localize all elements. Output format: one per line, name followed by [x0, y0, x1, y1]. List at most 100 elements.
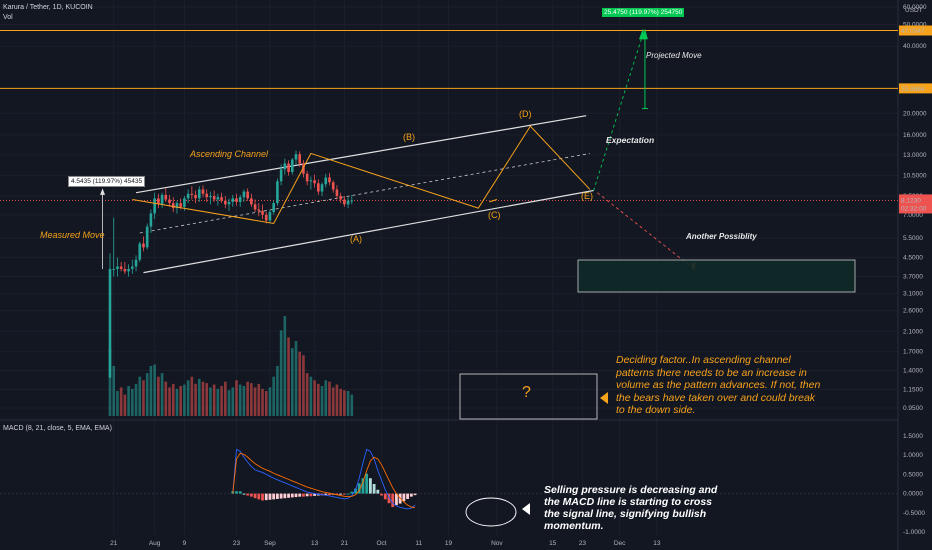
time-tick-label: 15 [549, 540, 557, 547]
volume-bar [123, 394, 127, 416]
channel-upper [135, 115, 587, 194]
candle-body [257, 209, 261, 211]
macd-tick-label: 1.5000 [903, 433, 923, 440]
volume-bar [339, 388, 342, 416]
macd-histogram-bar [369, 478, 372, 494]
time-tick-label: 11 [415, 540, 422, 547]
price-tick-label: 3.1000 [903, 291, 923, 298]
volume-bar [257, 383, 261, 416]
candle-body [261, 210, 264, 215]
macd-histogram-bar [268, 493, 272, 500]
volume-bars [108, 316, 354, 416]
time-tick-label: 13 [653, 540, 661, 547]
volume-bar [131, 388, 134, 416]
volume-bar [250, 383, 253, 416]
volume-bar [238, 384, 242, 416]
volume-bar [320, 386, 324, 416]
volume-bar [194, 383, 197, 416]
macd-tick-label: 0.0000 [903, 491, 923, 498]
ascending-channel-label: Ascending Channel [190, 149, 269, 159]
candle-body [313, 180, 316, 184]
time-tick-label: Nov [491, 540, 503, 547]
candle-body [317, 183, 320, 192]
volume-bar [138, 376, 142, 416]
candle-body [220, 197, 223, 201]
macd-tick-label: 0.5000 [903, 471, 923, 478]
volume-bar [302, 355, 305, 416]
macd-histogram-bar [365, 473, 369, 494]
volume-bar [268, 387, 272, 416]
volume-bar [179, 386, 182, 416]
measured-move-label: Measured Move [40, 230, 105, 240]
expectation-label: Expectation [606, 135, 655, 145]
wave-c-marker [489, 199, 498, 203]
volume-bar [343, 390, 346, 416]
wave-path [132, 125, 591, 225]
macd-line [232, 448, 416, 510]
macd-histogram-bar [328, 493, 331, 496]
candle-body [160, 194, 164, 205]
macd-histogram-bar [357, 483, 361, 494]
macd-histogram-bar [413, 493, 417, 496]
projected-move-label: Projected Move [646, 51, 702, 60]
candle-body [235, 198, 238, 202]
volume-bar [246, 381, 249, 416]
price-tick-label: 1.1500 [903, 387, 923, 394]
volume-bar [186, 380, 190, 416]
macd-histogram-bar [372, 484, 376, 494]
candle-body [186, 193, 190, 199]
volume-bar [294, 341, 298, 416]
price-tick-label: 5.5000 [903, 235, 923, 242]
candle-body [209, 196, 212, 198]
macd-histogram-bar [283, 493, 287, 499]
macd-histogram-bar [298, 493, 302, 497]
expectation-arrow [593, 36, 643, 191]
volume-bar [190, 376, 194, 416]
time-tick-label: Sep [264, 540, 276, 547]
macd-histogram-bar [235, 491, 238, 494]
volume-bar [197, 378, 201, 416]
time-tick-label: 19 [445, 540, 453, 547]
macd-histogram-bar [339, 493, 343, 495]
candles [108, 150, 354, 378]
candle-body [264, 214, 268, 221]
candle-body [250, 198, 253, 205]
volume-bar [317, 383, 320, 416]
candle-body [212, 196, 216, 200]
question-mark: ? [522, 384, 531, 401]
volume-bar [119, 387, 123, 416]
candle-body [171, 203, 175, 209]
candle-body [112, 268, 116, 270]
candle-body [287, 163, 290, 172]
price-tick-label: 1.7000 [903, 349, 923, 356]
deciding-arrow [600, 392, 608, 404]
candle-body [279, 169, 283, 182]
candle-body [119, 266, 123, 269]
price-tick-label: 50.0000 [903, 22, 927, 29]
macd-histogram-bar [313, 493, 316, 496]
volume-bar [160, 373, 164, 416]
volume-bar [175, 388, 179, 416]
candle-body [175, 203, 179, 209]
wave-b-label: (B) [403, 132, 415, 142]
candle-body [309, 180, 313, 182]
price-tick-label: 1.4000 [903, 367, 923, 374]
macd-histogram-bar [354, 488, 357, 494]
candle-body [201, 189, 205, 194]
macd-histogram-bar [261, 493, 264, 501]
macd-histogram-bar [305, 493, 309, 497]
macd-histogram-bar [409, 493, 413, 497]
candle-body [276, 181, 279, 204]
candle-body [298, 154, 302, 164]
macd-histogram-bar [376, 489, 380, 494]
wave-d-label: (D) [519, 109, 532, 119]
price-tick-label: 0.9500 [903, 405, 923, 412]
candle-body [335, 189, 339, 197]
candle-body [346, 200, 350, 205]
volume-bar [153, 364, 156, 416]
candle-body [123, 268, 127, 272]
volume-bar [231, 387, 235, 416]
price-tick-label: 7.0000 [903, 212, 923, 219]
